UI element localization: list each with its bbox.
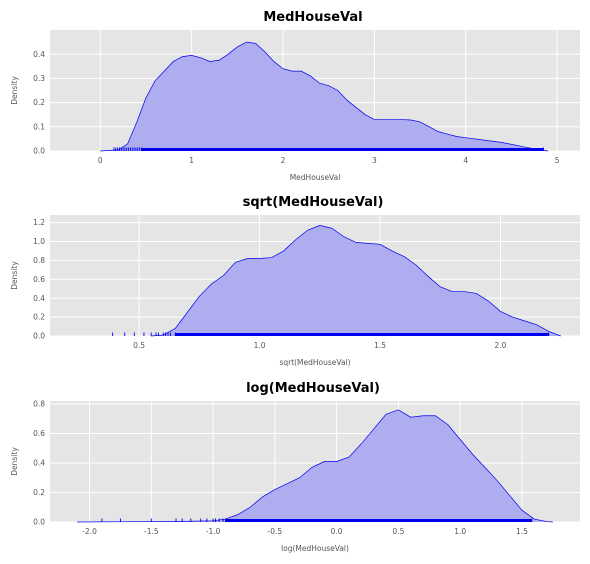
y-tick-label: 0.0 <box>33 147 45 156</box>
y-axis-label: Density <box>10 447 19 476</box>
y-tick-label: 0.4 <box>33 294 45 303</box>
kde-area <box>100 42 549 151</box>
rug-band <box>141 148 544 151</box>
chart-panel-3: -2.0 -1.5 -1.0 -0.5 0.0 0.5 1.0 1.5 0.0 0.2 0.4 0.6… <box>10 381 580 553</box>
y-tick-label: 1.2 <box>33 218 45 227</box>
y-tick-label: 0.0 <box>33 518 45 527</box>
x-tick-label: 1.5 <box>516 527 528 536</box>
y-tick-label: 0.0 <box>33 332 45 341</box>
kde-line <box>100 41 549 152</box>
y-tick-label: 0.1 <box>33 122 45 131</box>
rug-band <box>175 333 549 336</box>
y-tick-label: 0.8 <box>33 256 45 265</box>
chart-title: log(MedHouseVal) <box>246 381 380 396</box>
kde-area <box>151 225 561 336</box>
x-tick-label: 1.0 <box>254 341 266 350</box>
kde-line <box>151 225 561 337</box>
chart-panel-1: 0 1 2 3 4 5 0.0 0.1 0.2 0.3 0.4 MedHouseVal Density M… <box>10 10 580 182</box>
kde-line <box>77 409 553 523</box>
chart-title: sqrt(MedHouseVal) <box>243 195 384 210</box>
x-axis-label: log(MedHouseVal) <box>281 544 349 553</box>
x-tick-label: 2.0 <box>495 341 507 350</box>
y-axis-label: Density <box>10 261 19 290</box>
x-tick-label: 0 <box>98 156 103 165</box>
x-axis-label: sqrt(MedHouseVal) <box>279 358 350 367</box>
y-tick-label: 1.0 <box>33 237 45 246</box>
y-tick-label: 0.6 <box>33 275 45 284</box>
y-tick-label: 0.2 <box>33 488 45 497</box>
y-tick-label: 0.8 <box>33 400 45 409</box>
y-tick-label: 0.3 <box>33 74 45 83</box>
y-tick-label: 0.4 <box>33 459 45 468</box>
x-tick-label: 4 <box>463 156 468 165</box>
x-tick-label: 0.0 <box>331 527 343 536</box>
y-tick-label: 0.2 <box>33 313 45 322</box>
y-axis-label: Density <box>10 76 19 105</box>
x-tick-label: -1.0 <box>206 527 221 536</box>
y-tick-label: 0.4 <box>33 50 45 59</box>
x-tick-label: 3 <box>372 156 377 165</box>
y-tick-label: 0.2 <box>33 98 45 107</box>
rug-band <box>225 519 532 522</box>
x-tick-label: 1 <box>189 156 194 165</box>
x-tick-label: -0.5 <box>268 527 283 536</box>
chart-panel-2: 0.5 1.0 1.5 2.0 0.0 0.2 0.4 0.6 0.8 1.0 1.2 sqrt(Me… <box>10 195 580 367</box>
x-tick-label: 1.0 <box>454 527 466 536</box>
x-axis-label: MedHouseVal <box>290 173 341 182</box>
x-tick-label: 0.5 <box>133 341 145 350</box>
y-tick-label: 0.6 <box>33 429 45 438</box>
x-tick-label: -1.5 <box>144 527 159 536</box>
x-tick-label: 1.5 <box>374 341 386 350</box>
kde-area <box>77 409 553 522</box>
x-tick-label: -2.0 <box>82 527 97 536</box>
x-tick-label: 0.5 <box>392 527 404 536</box>
x-tick-label: 5 <box>555 156 560 165</box>
chart-title: MedHouseVal <box>263 10 362 25</box>
x-tick-label: 2 <box>281 156 286 165</box>
